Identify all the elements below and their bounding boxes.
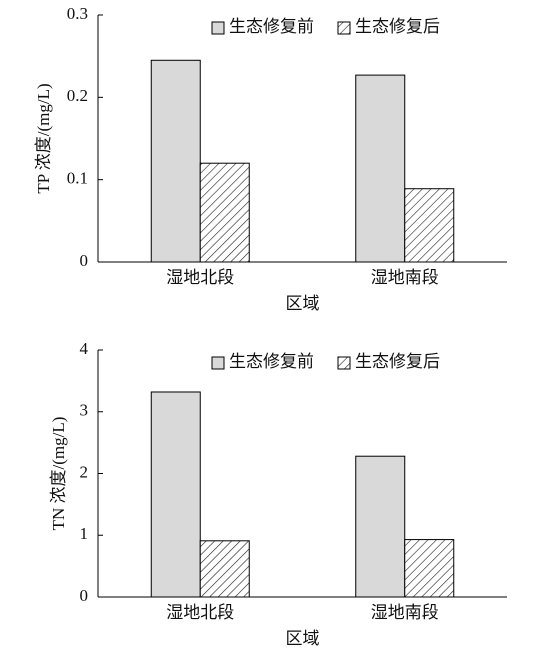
legend-label: 生态修复前 — [229, 17, 314, 36]
legend-swatch — [337, 356, 351, 370]
y-axis-label: TN 浓度/(mg/L) — [49, 417, 68, 531]
bar — [150, 59, 201, 263]
bar — [199, 162, 250, 263]
x-tick-label: 湿地北段 — [166, 268, 234, 287]
legend-swatch — [211, 21, 225, 35]
bar — [150, 391, 201, 598]
y-tick-label: 0.2 — [67, 86, 88, 105]
x-tick-label: 湿地南段 — [371, 268, 439, 287]
bar — [404, 188, 455, 263]
x-tick-label: 湿地南段 — [371, 603, 439, 622]
y-tick-label: 0.1 — [67, 169, 88, 188]
bar — [404, 539, 455, 598]
y-tick-label: 0.3 — [67, 4, 88, 23]
legend-label: 生态修复后 — [355, 352, 440, 371]
y-tick-label: 0 — [80, 251, 89, 270]
bar — [355, 455, 406, 598]
y-tick-label: 1 — [80, 524, 89, 543]
bar — [199, 540, 250, 598]
y-tick-label: 4 — [80, 339, 89, 358]
x-tick-label: 湿地北段 — [166, 603, 234, 622]
y-tick-label: 3 — [80, 401, 89, 420]
y-tick-label: 2 — [80, 462, 89, 481]
legend-swatch — [337, 21, 351, 35]
x-axis-label: 区域 — [286, 294, 320, 313]
legend-label: 生态修复前 — [229, 352, 314, 371]
legend-swatch — [211, 356, 225, 370]
legend-label: 生态修复后 — [355, 17, 440, 36]
x-axis-label: 区域 — [286, 629, 320, 648]
y-tick-label: 0 — [80, 586, 89, 605]
y-axis-label: TP 浓度/(mg/L) — [34, 83, 53, 193]
bar — [355, 74, 406, 263]
